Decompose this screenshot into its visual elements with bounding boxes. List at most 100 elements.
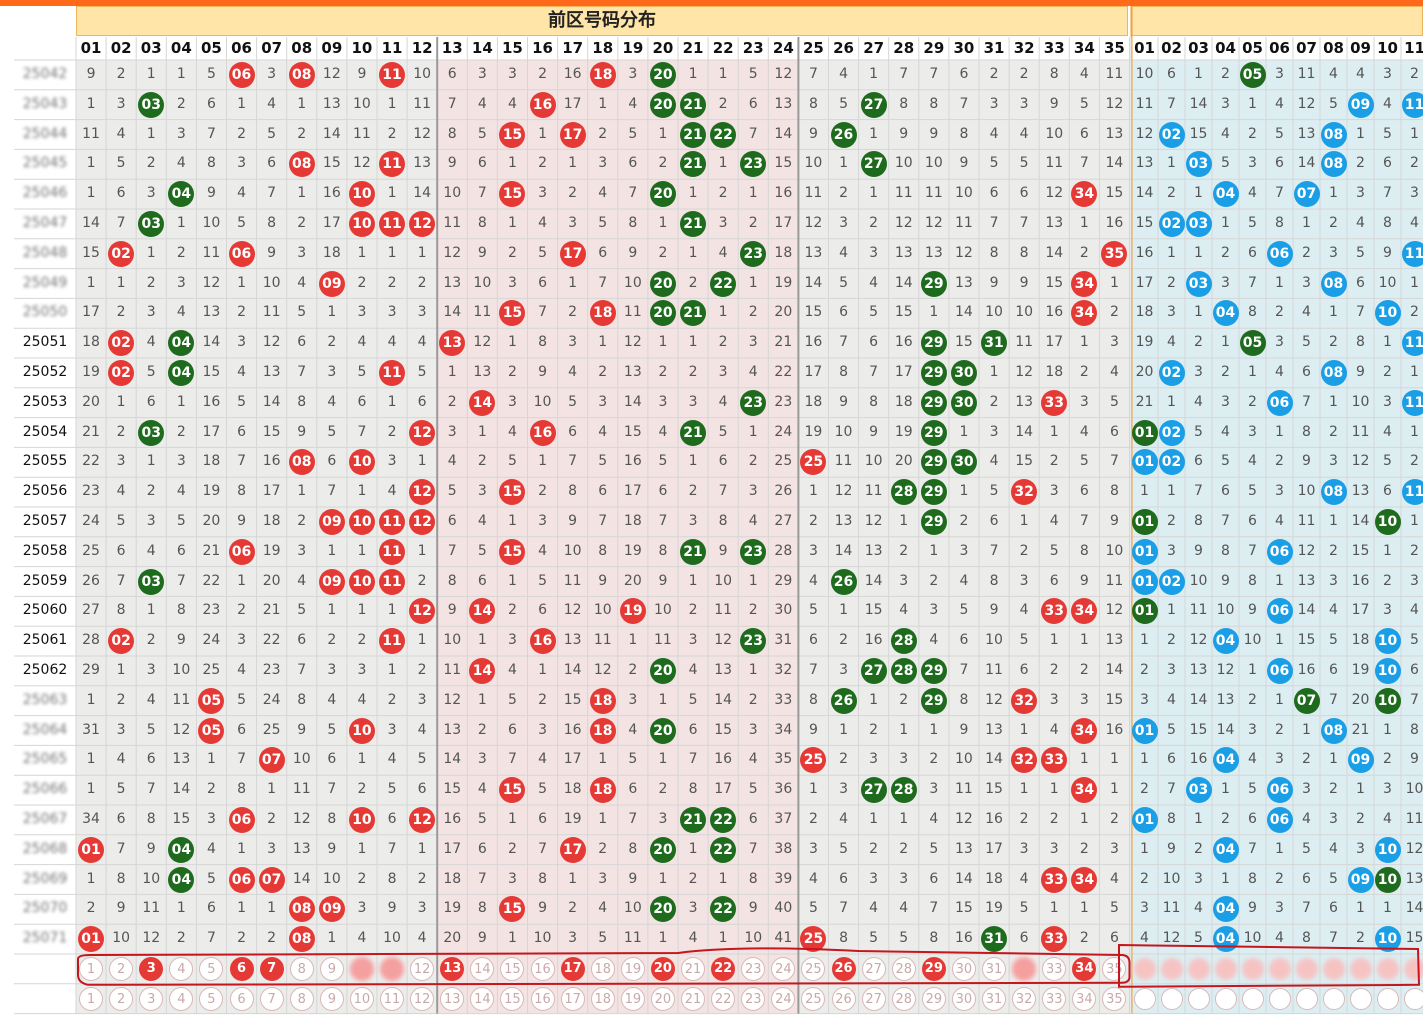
front-omission-value: 3 <box>146 185 156 202</box>
front-omission-value: 5 <box>237 215 246 231</box>
front-hit-ball: 03 <box>138 210 165 237</box>
front-omission-value: 16 <box>955 930 973 947</box>
front-omission-value: 6 <box>658 483 668 500</box>
front-omission-value: 16 <box>563 721 582 738</box>
front-omission-value: 9 <box>748 900 758 917</box>
front-omission-value: 3 <box>267 66 277 82</box>
prediction-empty-ball: 16 <box>530 986 555 1011</box>
front-hit-ball: 04 <box>168 836 195 863</box>
back-hit-ball: 08 <box>1320 121 1347 148</box>
front-hit-ball: 02 <box>108 359 135 386</box>
front-omission-value: 1 <box>929 542 939 559</box>
back-omission-value: 3 <box>1140 900 1149 917</box>
back-omission-value: 16 <box>1297 662 1316 678</box>
front-omission-value: 10 <box>112 930 131 947</box>
front-omission-value: 9 <box>1049 95 1059 112</box>
front-omission-value: 3 <box>929 781 939 798</box>
back-omission-value: 5 <box>1194 423 1203 440</box>
front-omission-value: 6 <box>417 781 427 798</box>
back-omission-value: 3 <box>1383 602 1392 619</box>
front-omission-value: 1 <box>86 274 96 291</box>
back-omission-value: 1 <box>1410 513 1419 529</box>
front-omission-value: 1 <box>477 423 487 440</box>
front-omission-value: 1 <box>688 66 698 82</box>
prediction-empty-ball: 6 <box>229 986 254 1011</box>
front-omission-value: 15 <box>714 721 733 738</box>
front-omission-value: 1 <box>507 513 517 529</box>
back-omission-value: 1 <box>1194 185 1203 202</box>
front-omission-value: 28 <box>82 632 100 649</box>
front-omission-value: 9 <box>237 513 246 529</box>
back-omission-value: 2 <box>1275 453 1284 470</box>
front-omission-value: 5 <box>447 483 457 500</box>
front-omission-value: 20 <box>894 453 913 470</box>
prediction-back-ball <box>1160 957 1183 980</box>
back-omission-value: 2 <box>1167 513 1176 529</box>
front-omission-value: 12 <box>142 930 161 947</box>
front-omission-value: 14 <box>985 751 1003 768</box>
front-omission-value: 2 <box>899 542 909 559</box>
front-omission-value: 3 <box>688 632 698 649</box>
back-omission-value: 3 <box>1302 781 1311 798</box>
front-hit-ball: 17 <box>559 836 586 863</box>
front-omission-value: 4 <box>598 900 608 917</box>
front-omission-value: 29 <box>82 662 100 678</box>
front-omission-value: 12 <box>1015 364 1034 380</box>
prediction-back-ball <box>1187 957 1210 980</box>
front-number-header: 32 <box>1013 39 1035 57</box>
front-omission-value: 3 <box>507 870 517 887</box>
front-omission-value: 17 <box>82 304 100 321</box>
front-omission-value: 17 <box>563 95 582 112</box>
front-omission-value: 10 <box>804 155 823 172</box>
front-omission-value: 34 <box>774 721 793 738</box>
front-omission-value: 5 <box>598 215 608 231</box>
front-omission-value: 1 <box>1109 751 1119 768</box>
prediction-empty-ball: 1 <box>79 986 104 1011</box>
front-omission-value: 15 <box>1105 185 1124 202</box>
front-omission-value: 27 <box>82 602 100 619</box>
front-omission-value: 30 <box>774 602 793 619</box>
front-number-header: 13 <box>441 39 463 57</box>
back-omission-value: 3 <box>1275 751 1284 768</box>
back-hit-ball: 01 <box>1131 419 1158 446</box>
front-omission-value: 15 <box>623 423 642 440</box>
front-omission-value: 14 <box>623 393 642 410</box>
front-number-header: 01 <box>80 39 102 57</box>
front-omission-value: 10 <box>533 393 552 410</box>
back-hit-ball: 03 <box>1185 270 1212 297</box>
back-omission-value: 17 <box>1135 274 1154 291</box>
back-omission-value: 1 <box>1275 840 1284 857</box>
front-number-header: 19 <box>622 39 644 57</box>
front-omission-value: 1 <box>477 691 487 708</box>
front-omission-value: 3 <box>507 393 517 410</box>
front-omission-value: 1 <box>86 870 96 887</box>
front-omission-value: 13 <box>322 95 341 112</box>
front-omission-value: 20 <box>774 304 793 321</box>
front-hit-ball: 22 <box>710 806 737 833</box>
back-number-header: 04 <box>1215 39 1236 57</box>
back-omission-value: 2 <box>1356 155 1365 172</box>
front-hit-ball: 09 <box>318 508 345 535</box>
back-hit-ball: 06 <box>1266 598 1293 625</box>
issue-number: 25070 <box>22 900 68 917</box>
front-omission-value: 18 <box>322 244 341 261</box>
front-omission-value: 5 <box>146 364 156 380</box>
front-omission-value: 4 <box>417 930 427 947</box>
front-omission-value: 6 <box>447 66 457 82</box>
front-hit-ball: 06 <box>228 61 255 88</box>
front-hit-ball: 29 <box>920 419 947 446</box>
front-omission-value: 14 <box>714 691 733 708</box>
front-omission-value: 4 <box>748 364 758 380</box>
prediction-empty-ball: 22 <box>711 986 736 1011</box>
back-omission-value: 9 <box>1167 840 1176 857</box>
back-omission-value: 1 <box>1194 304 1203 321</box>
prediction-empty-ball: 2 <box>109 986 134 1011</box>
back-omission-value: 2 <box>1302 244 1311 261</box>
front-omission-value: 1 <box>568 274 578 291</box>
back-omission-value: 12 <box>1189 632 1208 649</box>
front-omission-value: 14 <box>1105 155 1124 172</box>
front-omission-value: 25 <box>82 542 100 559</box>
back-omission-value: 14 <box>1297 155 1316 172</box>
